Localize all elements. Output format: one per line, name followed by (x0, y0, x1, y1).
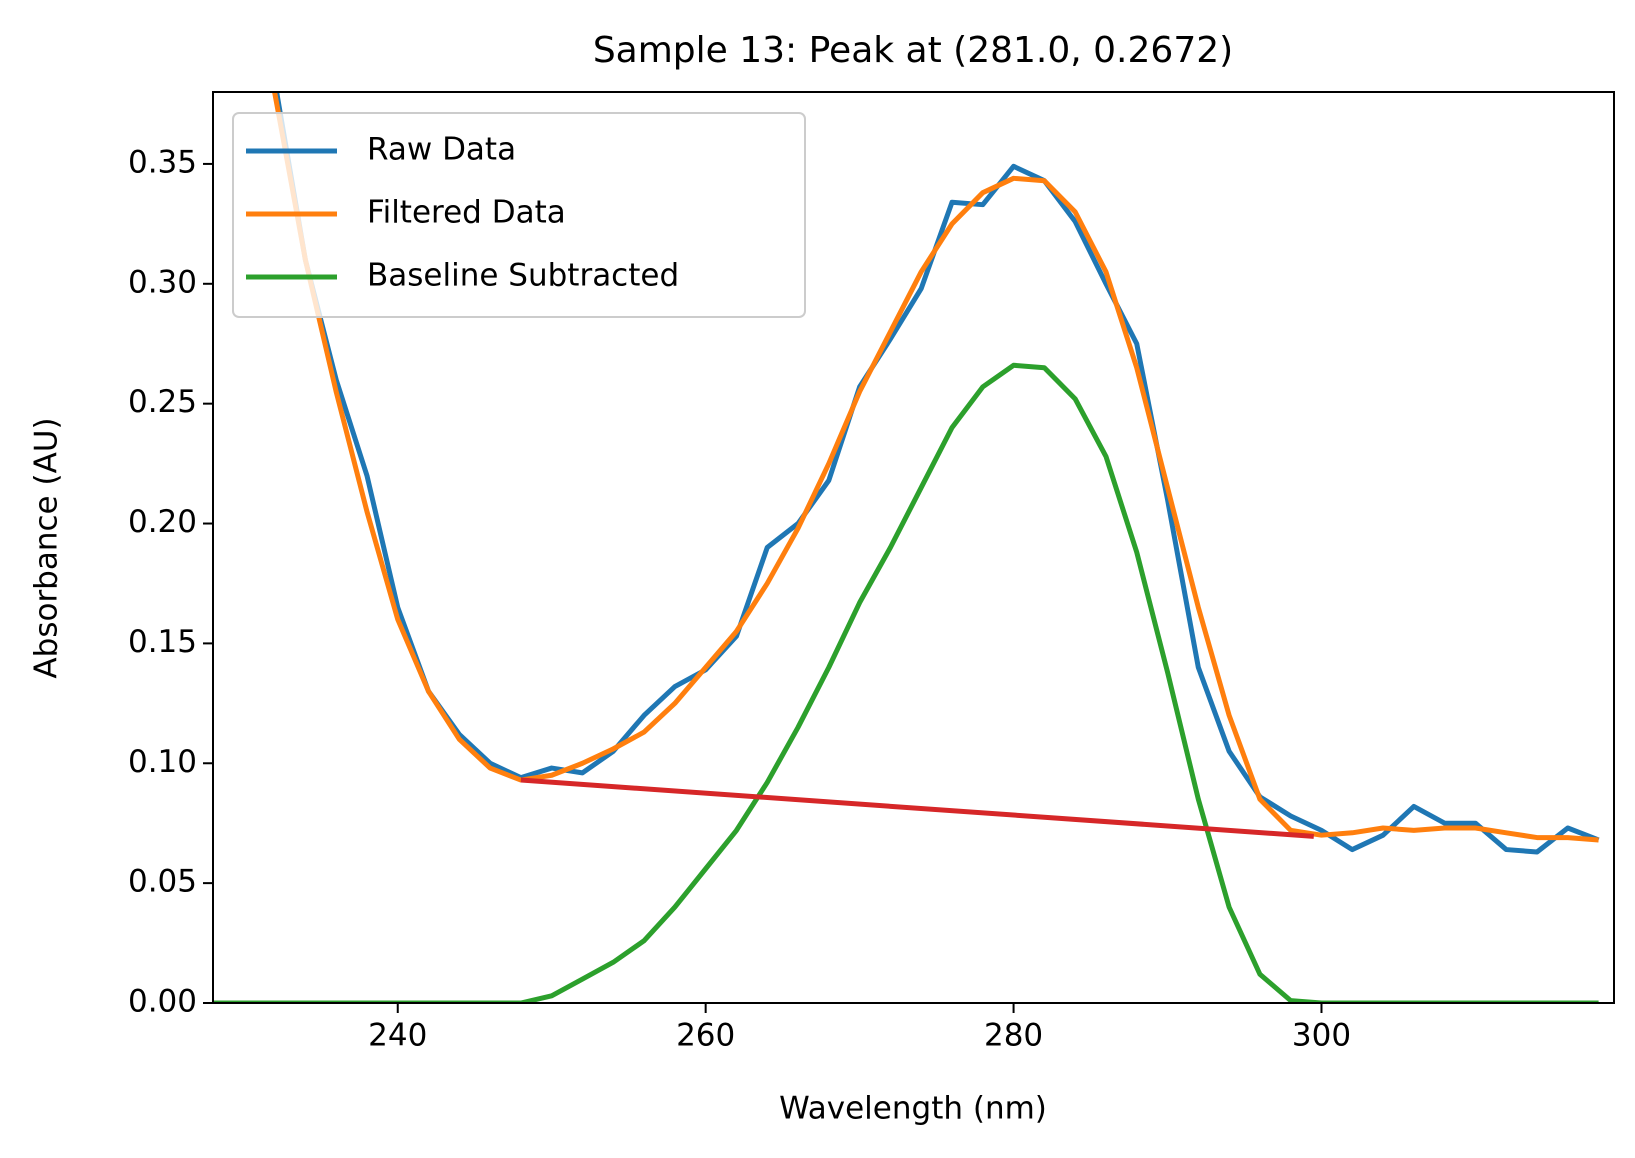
series-line (213, 362, 1599, 1003)
chart-title: Sample 13: Peak at (281.0, 0.2672) (593, 30, 1233, 71)
series-line (271, 92, 1599, 843)
y-axis-label: Absorbance (AU) (29, 417, 65, 678)
legend-label: Raw Data (367, 132, 516, 168)
y-tick-label: 0.10 (128, 744, 197, 780)
y-tick-label: 0.05 (128, 864, 197, 900)
y-tick-label: 0.15 (128, 624, 197, 660)
x-axis-label: Wavelength (nm) (779, 1091, 1047, 1127)
y-tick-label: 0.25 (128, 384, 197, 420)
x-tick-label: 280 (984, 1018, 1043, 1054)
x-tick-label: 300 (1292, 1018, 1351, 1054)
y-tick-label: 0.30 (128, 264, 197, 300)
y-tick-label: 0.00 (128, 984, 197, 1020)
x-tick-label: 260 (676, 1018, 735, 1054)
y-tick-label: 0.35 (128, 144, 197, 180)
y-tick-label: 0.20 (128, 504, 197, 540)
plot-lines (213, 92, 1600, 1003)
legend-label: Baseline Subtracted (367, 258, 679, 294)
x-tick-label: 240 (368, 1018, 427, 1054)
legend-label: Filtered Data (367, 195, 566, 231)
legend-box (232, 112, 806, 318)
series-line (520, 777, 1314, 839)
plot-frame (212, 91, 1615, 1004)
